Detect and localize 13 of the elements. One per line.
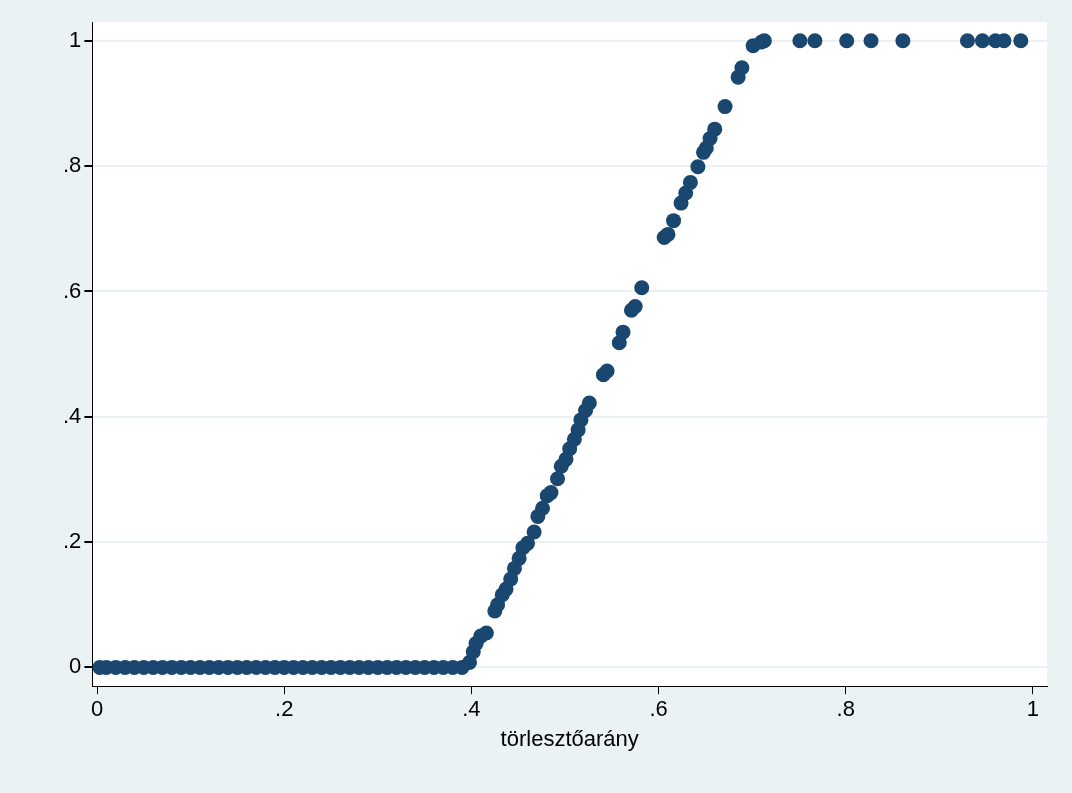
x-axis-title: törlesztőarány (500, 725, 639, 751)
y-tick-label: .8 (62, 152, 82, 178)
x-tick-label: .2 (275, 696, 294, 722)
y-tick-label: .2 (62, 528, 82, 554)
y-tick-label: 1 (69, 26, 82, 52)
x-tick-label: .4 (462, 696, 481, 722)
x-tick-label: .6 (649, 696, 668, 722)
x-tick-label: 1 (1026, 696, 1040, 722)
y-tick-label: .6 (62, 277, 82, 303)
x-tick-label: .8 (836, 696, 855, 722)
x-tick-label: 0 (90, 696, 104, 722)
y-tick-label: .4 (62, 402, 82, 428)
y-tick-label: 0 (69, 653, 82, 679)
